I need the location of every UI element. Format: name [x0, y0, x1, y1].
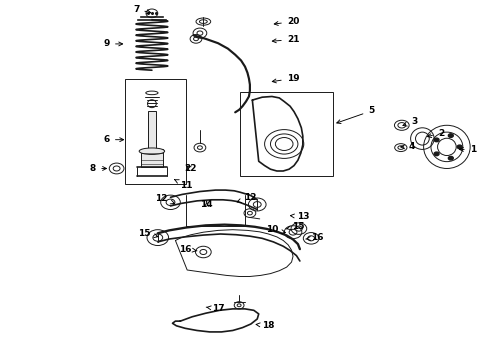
Circle shape [448, 134, 453, 138]
Text: 10: 10 [266, 225, 285, 234]
Text: 8: 8 [90, 164, 106, 173]
Text: 12: 12 [155, 194, 174, 204]
Text: 1: 1 [460, 145, 476, 154]
Bar [240, 92, 333, 176]
Text: 9: 9 [103, 40, 122, 49]
Text: 2: 2 [427, 129, 444, 138]
Text: 11: 11 [174, 180, 193, 190]
Text: 4: 4 [401, 143, 415, 152]
Text: 12: 12 [237, 193, 256, 202]
Ellipse shape [139, 148, 165, 154]
Text: 19: 19 [272, 74, 299, 83]
Bar [125, 79, 186, 184]
Text: 3: 3 [403, 117, 417, 126]
Text: 20: 20 [274, 17, 299, 26]
Text: 21: 21 [272, 35, 299, 44]
Bar [141, 149, 163, 167]
Circle shape [434, 138, 439, 142]
Text: 16: 16 [306, 233, 324, 242]
Bar [148, 111, 156, 149]
Text: 7: 7 [133, 5, 151, 14]
Text: 6: 6 [104, 135, 123, 144]
Text: 14: 14 [200, 200, 213, 209]
Circle shape [448, 156, 453, 160]
Text: 18: 18 [256, 321, 275, 330]
Circle shape [457, 145, 462, 149]
Text: 15: 15 [138, 229, 158, 238]
Text: 15: 15 [286, 222, 304, 231]
Circle shape [434, 152, 439, 156]
Text: 16: 16 [179, 245, 197, 253]
Text: 13: 13 [291, 212, 309, 221]
Text: 17: 17 [206, 304, 224, 313]
Text: 22: 22 [184, 164, 196, 173]
Text: 5: 5 [337, 107, 374, 123]
